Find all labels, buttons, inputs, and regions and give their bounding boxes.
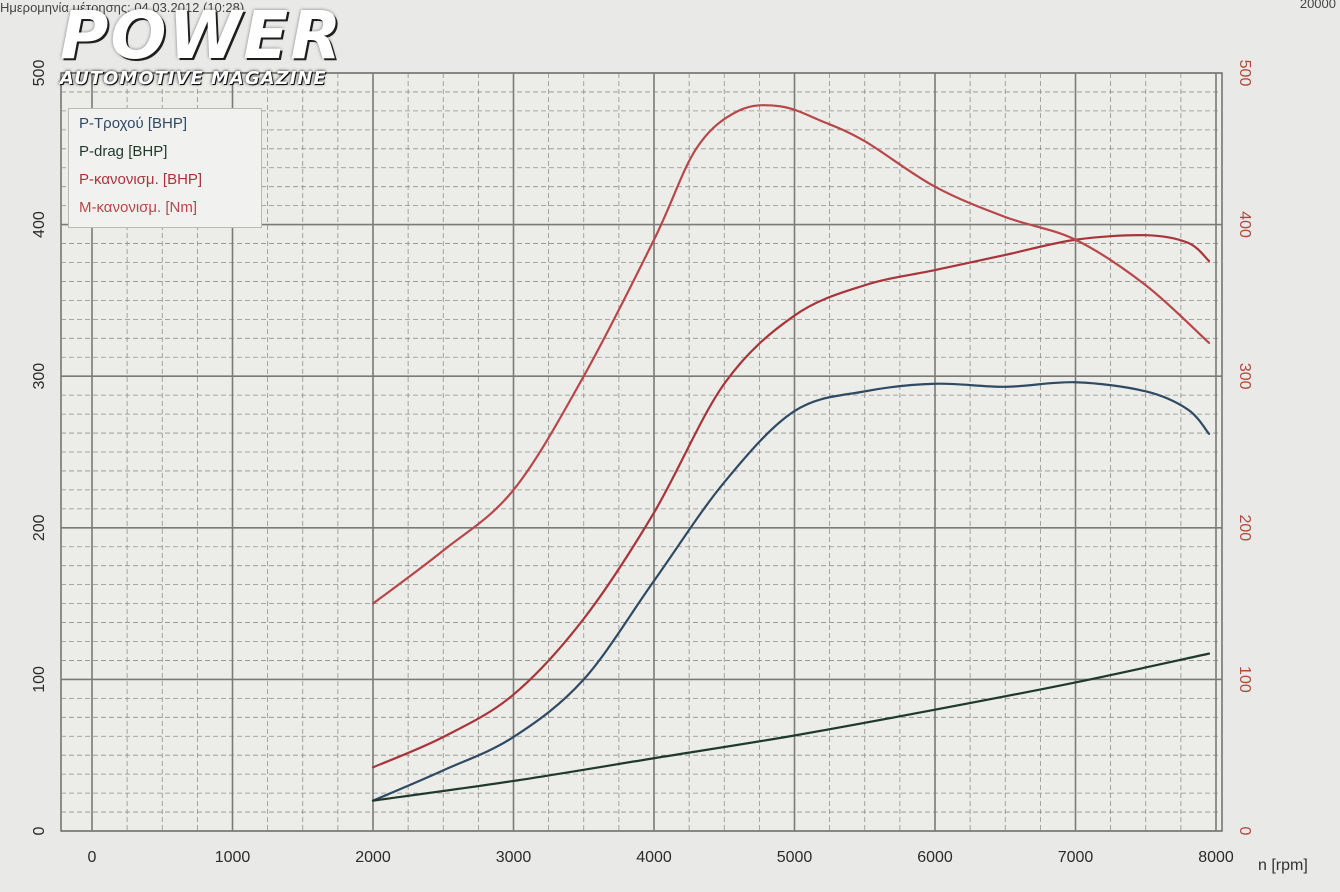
logo-title: POWER [60, 0, 344, 74]
x-axis-label: n [rpm] [1258, 857, 1308, 874]
y-tick-label-left: 400 [31, 211, 48, 238]
y-tick-label-left: 0 [31, 826, 48, 835]
x-tick-label: 3000 [496, 849, 532, 866]
power-magazine-logo: POWER AUTOMOTIVE MAGAZINE [56, 0, 456, 89]
y-tick-label-right: 300 [1236, 363, 1253, 390]
legend-corrected-power: P-κανονισμ. [BHP] [79, 171, 203, 188]
x-tick-label: 5000 [777, 849, 813, 866]
corrected-power-line [371, 234, 1211, 769]
legend-wheel-power: P-Τροχού [BHP] [79, 115, 187, 132]
x-tick-label: 0 [88, 849, 97, 866]
measurement-date: Ημερομηνία μέτρησης: 04.03.2012 (10:28) [0, 0, 245, 15]
corrected-torque-line [371, 104, 1211, 605]
y-tick-label-right: 400 [1236, 211, 1253, 238]
y-tick-label-right: 500 [1236, 60, 1253, 87]
x-tick-label: 1000 [215, 849, 251, 866]
series-lines [371, 104, 1211, 802]
x-tick-label: 2000 [355, 849, 391, 866]
legend-drag-power: P-drag [BHP] [79, 143, 168, 160]
y-tick-label-left: 500 [31, 60, 48, 87]
y-tick-label-right: 0 [1236, 827, 1253, 836]
y-tick-label-right: 100 [1236, 666, 1253, 693]
x-tick-label: 7000 [1058, 849, 1094, 866]
x-tick-label: 6000 [917, 849, 953, 866]
drag-power-line [371, 652, 1211, 802]
x-tick-label: 8000 [1198, 849, 1234, 866]
legend: P-Τροχού [BHP] P-drag [BHP] P-κανονισμ. … [68, 108, 262, 228]
wheel-power-line [371, 381, 1211, 802]
y-tick-label-right: 200 [1236, 514, 1253, 541]
header-right-value: 20000 [1299, 0, 1336, 11]
y-tick-label-left: 100 [31, 666, 48, 693]
axis-ticks: 0 1000 2000 3000 4000 5000 6000 7000 80000100200… [31, 60, 1253, 866]
logo-subtitle: AUTOMOTIVE MAGAZINE [60, 68, 327, 89]
legend-corrected-torque: M-κανονισμ. [Nm] [79, 199, 198, 216]
y-tick-label-left: 300 [31, 363, 48, 390]
y-tick-label-left: 200 [31, 514, 48, 541]
x-tick-label: 4000 [636, 849, 672, 866]
